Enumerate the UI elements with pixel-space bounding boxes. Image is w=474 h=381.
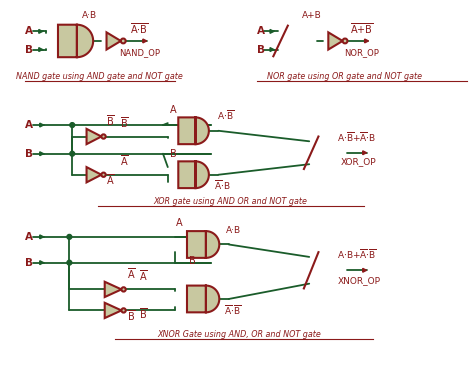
Polygon shape <box>39 29 43 33</box>
Text: B: B <box>26 45 33 54</box>
Text: A: A <box>170 105 177 115</box>
Text: $\overline{\mathsf{A}}$: $\overline{\mathsf{A}}$ <box>138 268 147 283</box>
Text: A·B: A·B <box>226 226 241 235</box>
Polygon shape <box>40 123 44 127</box>
Text: $\overline{\mathsf{B}}$: $\overline{\mathsf{B}}$ <box>120 115 129 130</box>
Polygon shape <box>39 48 43 51</box>
Polygon shape <box>58 25 93 57</box>
Text: $\overline{\mathsf{A{+}B}}$: $\overline{\mathsf{A{+}B}}$ <box>350 21 374 36</box>
Polygon shape <box>87 129 101 144</box>
Circle shape <box>343 38 347 43</box>
Text: $\mathsf{A{\cdot}B{+}\overline{A}{\cdot}\overline{B}}$: $\mathsf{A{\cdot}B{+}\overline{A}{\cdot}… <box>337 247 377 261</box>
Text: A: A <box>175 218 182 228</box>
Circle shape <box>67 234 72 239</box>
Polygon shape <box>178 117 209 144</box>
Text: XOR gate using AND OR and NOT gate: XOR gate using AND OR and NOT gate <box>153 197 307 206</box>
Polygon shape <box>87 167 101 182</box>
Circle shape <box>121 287 126 291</box>
Text: B: B <box>26 149 33 159</box>
Polygon shape <box>107 32 121 50</box>
Text: B: B <box>189 256 196 266</box>
Circle shape <box>101 173 106 177</box>
Text: $\mathsf{A{\cdot}\overline{B}}$: $\mathsf{A{\cdot}\overline{B}}$ <box>217 108 234 122</box>
Text: $\overline{\mathsf{A}}{\cdot}\mathsf{B}$: $\overline{\mathsf{A}}{\cdot}\mathsf{B}$ <box>214 178 230 192</box>
Text: A: A <box>26 232 33 242</box>
Text: NOR gate using OR gate and NOT gate: NOR gate using OR gate and NOT gate <box>267 72 422 81</box>
Text: B: B <box>26 258 33 267</box>
Polygon shape <box>363 268 366 272</box>
Text: $\overline{\mathsf{B}}$: $\overline{\mathsf{B}}$ <box>127 308 136 323</box>
Polygon shape <box>365 39 368 43</box>
Polygon shape <box>40 235 44 239</box>
Circle shape <box>67 260 72 265</box>
Polygon shape <box>270 48 274 51</box>
Circle shape <box>70 151 74 156</box>
Text: A: A <box>26 120 33 130</box>
Text: NAND_OP: NAND_OP <box>119 48 161 57</box>
Polygon shape <box>270 29 274 33</box>
Text: $\overline{\mathsf{A}}$: $\overline{\mathsf{A}}$ <box>106 173 115 187</box>
Text: NOR_OP: NOR_OP <box>344 48 379 57</box>
Text: XOR_OP: XOR_OP <box>341 157 377 166</box>
Polygon shape <box>187 286 219 312</box>
Text: A: A <box>256 26 264 37</box>
Polygon shape <box>105 303 121 318</box>
Text: $\overline{\mathsf{A{\cdot}B}}$: $\overline{\mathsf{A{\cdot}B}}$ <box>130 21 148 36</box>
Text: NAND gate using AND gate and NOT gate: NAND gate using AND gate and NOT gate <box>16 72 182 81</box>
Text: $\overline{\mathsf{B}}$: $\overline{\mathsf{B}}$ <box>106 114 115 128</box>
Text: $\overline{\mathsf{A}}{\cdot}\overline{\mathsf{B}}$: $\overline{\mathsf{A}}{\cdot}\overline{\… <box>224 303 241 317</box>
Text: $\overline{\mathsf{B}}$: $\overline{\mathsf{B}}$ <box>138 306 147 321</box>
Text: $\overline{\mathsf{A}}$: $\overline{\mathsf{A}}$ <box>127 266 136 281</box>
Polygon shape <box>178 162 209 188</box>
Text: A: A <box>26 26 33 37</box>
Polygon shape <box>143 39 146 43</box>
Text: A+B: A+B <box>302 11 322 20</box>
Text: $\overline{\mathsf{A}}$: $\overline{\mathsf{A}}$ <box>120 154 129 168</box>
Polygon shape <box>105 282 121 297</box>
Text: XNOR Gate using AND, OR and NOT gate: XNOR Gate using AND, OR and NOT gate <box>157 330 321 339</box>
Circle shape <box>70 123 74 127</box>
Text: XNOR_OP: XNOR_OP <box>337 276 381 285</box>
Text: A·B: A·B <box>82 11 97 20</box>
Polygon shape <box>363 151 366 155</box>
Polygon shape <box>187 231 219 258</box>
Text: B: B <box>256 45 264 54</box>
Polygon shape <box>40 261 44 264</box>
Polygon shape <box>328 32 343 50</box>
Text: B: B <box>170 149 177 158</box>
Circle shape <box>101 134 106 139</box>
Text: $\mathsf{A{\cdot}\overline{B}{+}\overline{A}{\cdot}B}$: $\mathsf{A{\cdot}\overline{B}{+}\overlin… <box>337 131 377 144</box>
Circle shape <box>121 308 126 312</box>
Polygon shape <box>40 152 44 155</box>
Circle shape <box>121 38 126 43</box>
